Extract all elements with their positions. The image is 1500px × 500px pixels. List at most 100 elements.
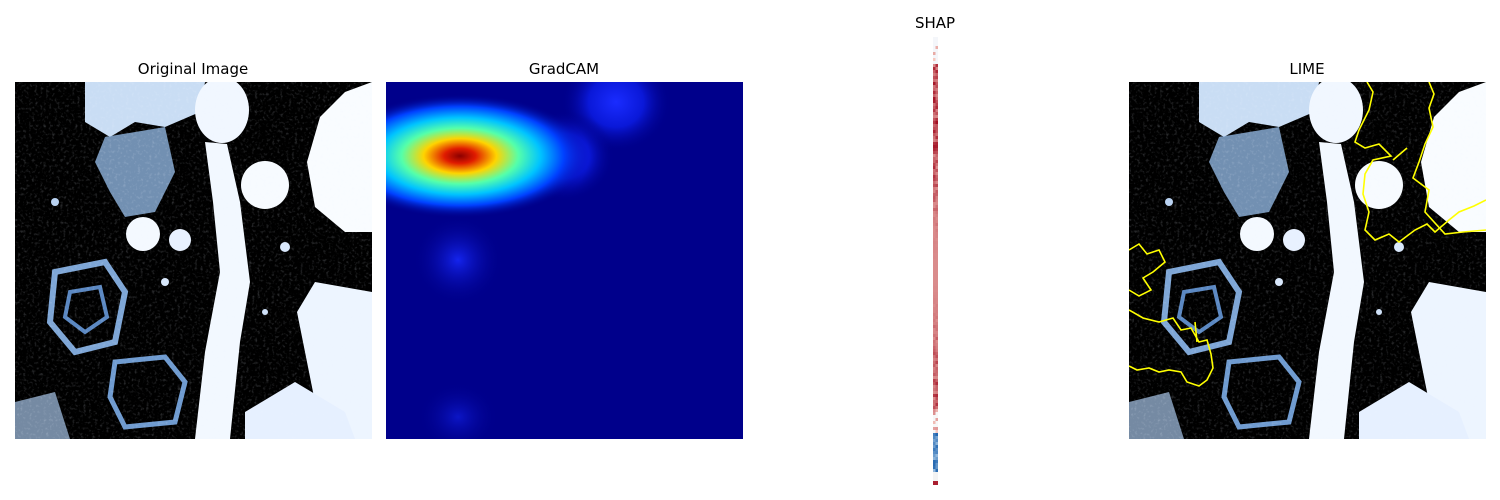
shap-cell: [935, 181, 938, 184]
shap-cell: [933, 148, 936, 151]
shap-cell: [933, 55, 936, 58]
shap-cell: [935, 286, 938, 289]
shap-cell: [933, 385, 936, 388]
shap-cell: [935, 475, 938, 478]
shap-cell: [935, 196, 938, 199]
shap-cell: [935, 124, 938, 127]
shap-cell: [933, 43, 936, 46]
shap-cell: [933, 292, 936, 295]
shap-cell: [935, 106, 938, 109]
shap-cell: [933, 217, 936, 220]
shap-cell: [935, 67, 938, 70]
shap-cell: [933, 52, 936, 55]
shap-cell: [935, 118, 938, 121]
shap-cell: [933, 256, 936, 259]
shap-cell: [933, 193, 936, 196]
shap-cell: [935, 73, 938, 76]
shap-cell: [935, 214, 938, 217]
shap-cell: [935, 82, 938, 85]
shap-cell: [935, 337, 938, 340]
shap-cell: [935, 388, 938, 391]
shap-cell: [933, 94, 936, 97]
lime-explanation: [1129, 82, 1486, 439]
shap-cell: [933, 457, 936, 460]
shap-cell: [933, 277, 936, 280]
shap-cell: [935, 391, 938, 394]
shap-cell: [933, 295, 936, 298]
shap-cell: [935, 238, 938, 241]
shap-cell: [933, 97, 936, 100]
shap-cell: [935, 100, 938, 103]
shap-cell: [935, 64, 938, 67]
shap-cell: [933, 118, 936, 121]
shap-cell: [933, 232, 936, 235]
shap-cell: [933, 421, 936, 424]
shap-cell: [935, 484, 938, 485]
shap-cell: [933, 346, 936, 349]
shap-cell: [933, 196, 936, 199]
shap-cell: [933, 70, 936, 73]
shap-cell: [935, 58, 938, 61]
shap-cell: [933, 313, 936, 316]
shap-cell: [935, 466, 938, 469]
shap-cell: [935, 205, 938, 208]
shap-cell: [935, 220, 938, 223]
gradcam-region-left: [413, 215, 503, 305]
shap-cell: [933, 397, 936, 400]
shap-cell: [935, 130, 938, 133]
shap-cell: [933, 334, 936, 337]
shap-cell: [933, 199, 936, 202]
shap-cell: [935, 346, 938, 349]
shap-cell: [933, 151, 936, 154]
shap-cell: [933, 241, 936, 244]
shap-cell: [935, 268, 938, 271]
shap-cell: [935, 46, 938, 49]
shap-values-image: [933, 37, 938, 485]
shap-cell: [933, 91, 936, 94]
shap-cell: [935, 79, 938, 82]
shap-cell: [933, 175, 936, 178]
shap-cell: [933, 391, 936, 394]
shap-cell: [935, 151, 938, 154]
shap-cell: [933, 316, 936, 319]
shap-cell: [935, 397, 938, 400]
shap-cell: [933, 163, 936, 166]
shap-cell: [933, 160, 936, 163]
shap-cell: [933, 46, 936, 49]
shap-cell: [933, 325, 936, 328]
shap-cell: [935, 319, 938, 322]
shap-cell: [933, 229, 936, 232]
shap-cell: [935, 364, 938, 367]
shap-cell: [933, 187, 936, 190]
shap-cell: [933, 394, 936, 397]
shap-cell: [933, 268, 936, 271]
shap-cell: [935, 115, 938, 118]
shap-cell: [933, 178, 936, 181]
shap-cell: [933, 481, 936, 484]
shap-cell: [933, 79, 936, 82]
shap-cell: [933, 112, 936, 115]
shap-cell: [935, 157, 938, 160]
shap-cell: [935, 412, 938, 415]
shap-cell: [933, 310, 936, 313]
shap-cell: [935, 163, 938, 166]
shap-cell: [933, 427, 936, 430]
shap-cell: [935, 103, 938, 106]
shap-cell: [935, 469, 938, 472]
shap-cell: [935, 361, 938, 364]
shap-cell: [933, 484, 936, 485]
shap-cell: [935, 340, 938, 343]
shap-cell: [933, 259, 936, 262]
shap-cell: [933, 460, 936, 463]
lime-title: LIME: [1289, 60, 1325, 78]
shap-cell: [935, 376, 938, 379]
shap-cell: [933, 145, 936, 148]
shap-cell: [933, 328, 936, 331]
shap-cell: [935, 322, 938, 325]
shap-cell: [935, 301, 938, 304]
shap-cell: [933, 349, 936, 352]
shap-cell: [933, 133, 936, 136]
shap-cell: [933, 373, 936, 376]
shap-cell: [933, 76, 936, 79]
shap-cell: [933, 166, 936, 169]
